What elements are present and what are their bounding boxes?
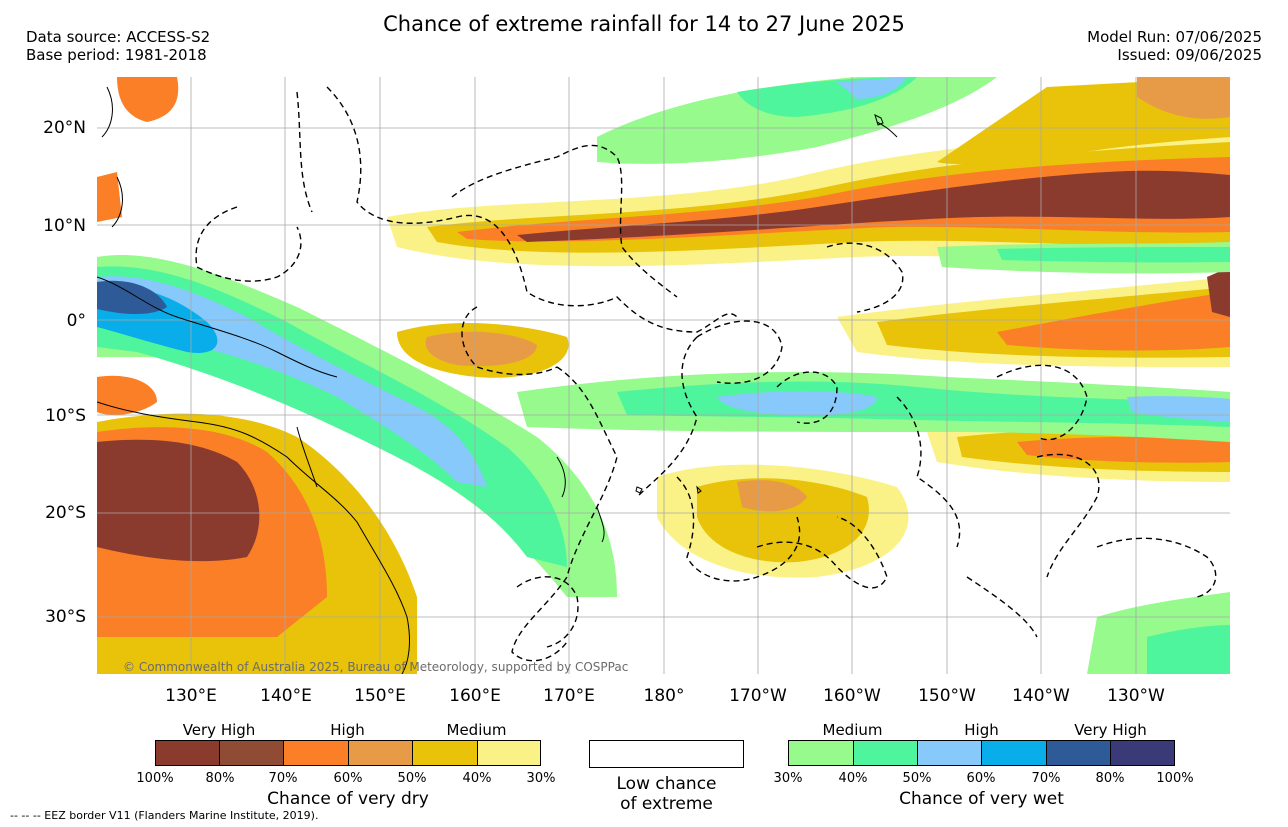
legend-dry-swatch [412, 740, 478, 766]
legend-dry-tick: 60% [333, 771, 363, 786]
lon-label-160e: 160°E [449, 686, 501, 706]
lon-label-130w: 130°W [1107, 686, 1165, 706]
lon-label-140w: 140°W [1012, 686, 1070, 706]
legend-wet-tick: 50% [902, 771, 932, 786]
run-info: Model Run: 07/06/2025 Issued: 09/06/2025 [1087, 28, 1262, 64]
legend-wet-swatch [917, 740, 982, 766]
lon-label-170w: 170°W [729, 686, 787, 706]
legend-dry-swatch [477, 740, 541, 766]
data-source-text: Data source: ACCESS-S2 [26, 28, 211, 46]
wet-band-north [597, 77, 1230, 274]
dry-blob-central [397, 322, 569, 378]
dry-region-south-central [657, 464, 909, 578]
legend-wet-swatch [1110, 740, 1175, 766]
wet-band-spcz [97, 255, 617, 597]
legend-wet-tick: 40% [838, 771, 868, 786]
legend-dry-swatch [155, 740, 220, 766]
lon-label-130e: 130°E [165, 686, 217, 706]
eez-footnote: -- -- -- EEZ border V11 (Flanders Marine… [10, 809, 319, 822]
lat-label-30s: 30°S [45, 607, 86, 627]
dry-region-australia [97, 375, 417, 674]
legend-low-caption-line2: of extreme [620, 794, 713, 814]
legend-dry-swatch [348, 740, 413, 766]
legend-dry-tick: 80% [205, 771, 235, 786]
legend-dry-swatch [283, 740, 349, 766]
dry-band-east-equator [837, 267, 1230, 367]
lon-label-180: 180° [643, 686, 685, 706]
dry-region-northwest [97, 77, 179, 222]
legend-wet-tick: 100% [1156, 771, 1194, 786]
base-period-text: Base period: 1981-2018 [26, 46, 207, 64]
wet-region-southeast-corner [1087, 592, 1230, 674]
model-run-text: Model Run: 07/06/2025 [1087, 28, 1262, 46]
copyright-text: © Commonwealth of Australia 2025, Bureau… [123, 660, 628, 674]
legend-wet-caption: Chance of very wet [899, 789, 1064, 809]
rainfall-map[interactable]: © Commonwealth of Australia 2025, Bureau… [97, 77, 1230, 674]
legend-wet-level-very-high: Very High [1074, 721, 1147, 739]
legend-wet-tick: 70% [1031, 771, 1061, 786]
legend-dry-level-very-high: Very High [182, 721, 256, 739]
legend-dry-level-medium: Medium [446, 721, 507, 739]
legend-wet-tick: 30% [773, 771, 803, 786]
legend-low-caption-line1: Low chance [616, 774, 717, 794]
islands [635, 114, 884, 494]
issued-text: Issued: 09/06/2025 [1117, 46, 1262, 64]
legend-wet-swatch [1046, 740, 1111, 766]
map-title: Chance of extreme rainfall for 14 to 27 … [383, 12, 905, 36]
legend-wet-swatch [981, 740, 1047, 766]
legend-dry-level-high: High [330, 721, 365, 739]
lon-label-140e: 140°E [260, 686, 312, 706]
lat-label-20n: 20°N [43, 118, 86, 138]
lon-label-150w: 150°W [918, 686, 976, 706]
legend-wet-swatch [853, 740, 918, 766]
lat-label-20s: 20°S [45, 503, 86, 523]
legend-dry-tick: 100% [136, 771, 174, 786]
legend-dry-tick: 30% [526, 771, 556, 786]
legend-wet-level-medium: Medium [822, 721, 883, 739]
legend-wet-level-high: High [964, 721, 999, 739]
lon-label-150e: 150°E [354, 686, 406, 706]
legend-low-caption: Low chance of extreme [589, 774, 744, 814]
legend-dry-tick: 40% [462, 771, 492, 786]
coastlines [97, 86, 898, 674]
legend-wet-swatch [788, 740, 854, 766]
source-info: Data source: ACCESS-S2 Base period: 1981… [26, 28, 210, 64]
lon-label-170e: 170°E [543, 686, 595, 706]
legend-wet-tick: 60% [966, 771, 996, 786]
legend-low-swatch [589, 740, 744, 768]
legend-dry-tick: 70% [268, 771, 298, 786]
lat-label-0: 0° [66, 311, 86, 331]
legend-wet-tick: 80% [1095, 771, 1125, 786]
lat-label-10n: 10°N [43, 216, 86, 236]
eez-borders [195, 86, 1217, 662]
legend-dry-swatch [219, 740, 284, 766]
legend-dry-caption: Chance of very dry [267, 789, 429, 809]
legend-dry-tick: 50% [397, 771, 427, 786]
grid-lines [97, 77, 1230, 674]
lat-label-10s: 10°S [45, 406, 86, 426]
lon-label-160w: 160°W [823, 686, 881, 706]
